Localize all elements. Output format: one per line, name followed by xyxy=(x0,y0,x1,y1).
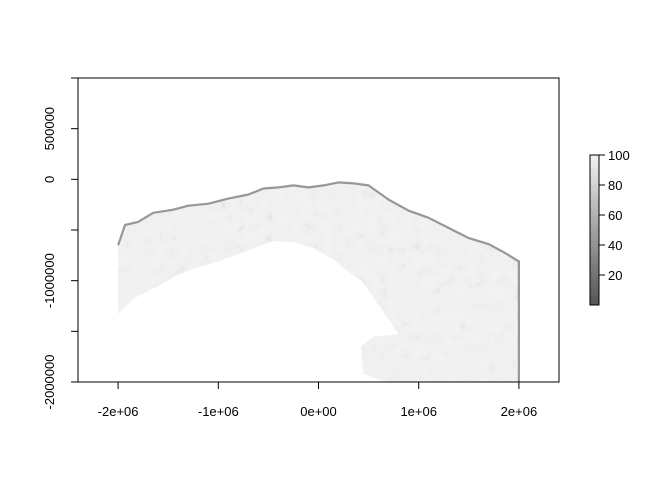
legend-tick-label: 80 xyxy=(608,178,622,193)
raster-coastal-edge xyxy=(117,181,521,382)
legend-tick-label: 60 xyxy=(608,208,622,223)
legend-color-bar xyxy=(589,154,600,306)
legend-tick-label: 40 xyxy=(608,238,622,253)
legend-tick-label: 100 xyxy=(608,148,630,163)
x-tick-label: -2e+06 xyxy=(98,404,139,419)
x-tick-label: 1e+06 xyxy=(400,404,437,419)
legend-tick-label: 20 xyxy=(608,268,622,283)
y-tick-label: -2000000 xyxy=(42,355,57,410)
plot-axes: -2e+06 -1e+06 0e+00 1e+06 2e+06 500000 0 -10000… xyxy=(42,77,560,419)
y-tick-label: 500000 xyxy=(42,107,57,150)
x-tick-label: 0e+00 xyxy=(300,404,337,419)
raster-ice-surface xyxy=(118,182,519,382)
y-tick-label: 0 xyxy=(42,176,57,183)
x-tick-label: 2e+06 xyxy=(501,404,538,419)
x-tick-label: -1e+06 xyxy=(198,404,239,419)
y-tick-label: -1000000 xyxy=(42,253,57,308)
color-legend: 20 40 60 80 100 xyxy=(589,148,630,306)
raster-ice-shelf xyxy=(117,181,521,382)
